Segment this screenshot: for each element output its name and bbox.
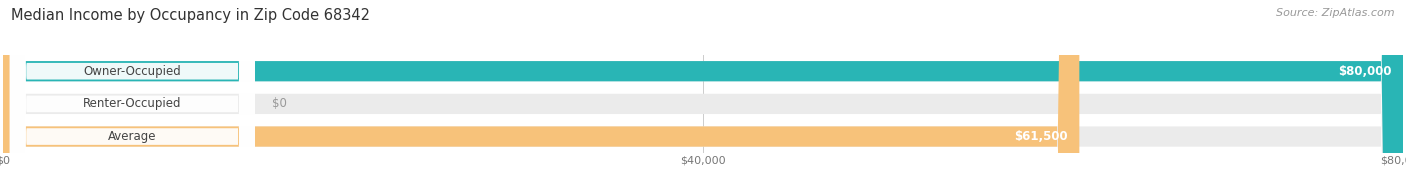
FancyBboxPatch shape bbox=[10, 0, 254, 196]
FancyBboxPatch shape bbox=[3, 0, 1403, 196]
Text: Owner-Occupied: Owner-Occupied bbox=[83, 65, 181, 78]
FancyBboxPatch shape bbox=[3, 0, 1403, 196]
Text: $80,000: $80,000 bbox=[1339, 65, 1392, 78]
Text: Source: ZipAtlas.com: Source: ZipAtlas.com bbox=[1277, 8, 1395, 18]
FancyBboxPatch shape bbox=[10, 0, 254, 196]
Text: $61,500: $61,500 bbox=[1015, 130, 1069, 143]
FancyBboxPatch shape bbox=[3, 0, 1080, 196]
Text: $0: $0 bbox=[271, 97, 287, 110]
FancyBboxPatch shape bbox=[10, 0, 254, 196]
FancyBboxPatch shape bbox=[3, 0, 1403, 196]
Text: Renter-Occupied: Renter-Occupied bbox=[83, 97, 181, 110]
FancyBboxPatch shape bbox=[3, 0, 1403, 196]
Text: Median Income by Occupancy in Zip Code 68342: Median Income by Occupancy in Zip Code 6… bbox=[11, 8, 370, 23]
Text: Average: Average bbox=[108, 130, 156, 143]
